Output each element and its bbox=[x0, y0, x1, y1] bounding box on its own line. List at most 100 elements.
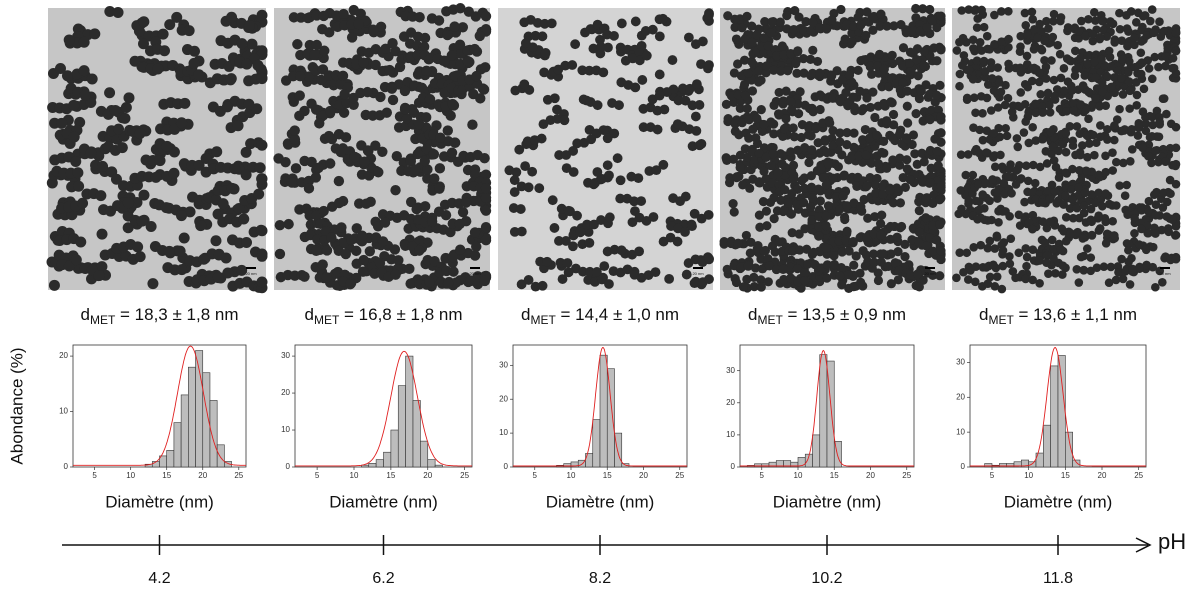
particle bbox=[777, 41, 787, 51]
particle bbox=[471, 241, 482, 252]
particle bbox=[773, 168, 783, 178]
particle bbox=[584, 237, 595, 248]
particle bbox=[374, 257, 386, 269]
particle bbox=[782, 24, 792, 34]
particle bbox=[936, 254, 946, 265]
particle bbox=[856, 202, 866, 212]
particle bbox=[759, 33, 769, 43]
particle bbox=[729, 68, 739, 78]
particle bbox=[1131, 78, 1141, 87]
particle bbox=[1074, 27, 1084, 36]
particle bbox=[1095, 101, 1104, 111]
particle bbox=[847, 150, 857, 161]
particle bbox=[1151, 200, 1161, 209]
particle bbox=[630, 82, 641, 93]
particle bbox=[615, 175, 626, 186]
x-tick-label: 10 bbox=[1024, 471, 1033, 480]
particle bbox=[299, 271, 310, 282]
particle bbox=[1061, 168, 1070, 178]
particle bbox=[823, 201, 834, 211]
particle bbox=[799, 183, 810, 193]
particle bbox=[851, 251, 861, 261]
particle bbox=[726, 238, 736, 249]
particle bbox=[955, 81, 964, 91]
particle bbox=[289, 125, 300, 136]
particle bbox=[990, 39, 999, 49]
particle bbox=[911, 3, 921, 14]
x-tick-label: 5 bbox=[315, 471, 320, 480]
particle bbox=[900, 239, 910, 249]
particle bbox=[1022, 261, 1031, 271]
particle bbox=[1158, 278, 1167, 287]
particle bbox=[1082, 166, 1091, 176]
particle bbox=[116, 142, 128, 154]
particle bbox=[1033, 33, 1042, 43]
particle bbox=[763, 254, 773, 264]
particle bbox=[982, 126, 992, 135]
particle bbox=[777, 246, 787, 256]
particle bbox=[122, 222, 134, 234]
particle bbox=[732, 172, 742, 182]
particle bbox=[836, 4, 846, 15]
particle bbox=[1076, 100, 1086, 109]
particle bbox=[1108, 148, 1117, 157]
particle bbox=[964, 275, 973, 284]
particle bbox=[749, 272, 759, 282]
particle bbox=[936, 45, 946, 55]
particle bbox=[769, 65, 779, 75]
particle bbox=[818, 173, 828, 183]
particle bbox=[1097, 54, 1106, 64]
particle bbox=[582, 219, 592, 230]
particle bbox=[853, 65, 863, 76]
particle bbox=[1142, 260, 1151, 270]
particle bbox=[442, 278, 454, 289]
particle bbox=[1147, 158, 1156, 168]
y-tick-label: 0 bbox=[286, 462, 291, 471]
particle bbox=[1130, 229, 1139, 238]
particle bbox=[884, 82, 894, 92]
particle bbox=[1119, 158, 1128, 168]
particle bbox=[1101, 167, 1111, 177]
particle bbox=[1123, 41, 1132, 51]
particle bbox=[311, 39, 323, 51]
particle bbox=[844, 246, 854, 256]
particle bbox=[602, 133, 613, 144]
particle bbox=[733, 239, 743, 249]
particle bbox=[881, 116, 892, 126]
particle bbox=[380, 43, 391, 54]
particle bbox=[313, 162, 324, 173]
particle bbox=[1068, 194, 1077, 204]
particle bbox=[1088, 36, 1098, 46]
particle bbox=[1127, 124, 1137, 134]
particle bbox=[690, 111, 701, 122]
particle bbox=[900, 182, 910, 192]
particle bbox=[799, 25, 809, 36]
particle bbox=[1130, 62, 1140, 72]
particle bbox=[883, 261, 893, 271]
particle bbox=[509, 187, 520, 197]
particle bbox=[554, 150, 565, 160]
particle bbox=[1011, 180, 1021, 189]
particle bbox=[1109, 231, 1119, 240]
particle bbox=[856, 277, 866, 287]
particle bbox=[584, 266, 595, 277]
particle bbox=[911, 13, 921, 23]
particle bbox=[523, 182, 534, 193]
particle bbox=[113, 123, 125, 135]
particle bbox=[446, 147, 458, 158]
particle bbox=[1106, 262, 1116, 272]
particle bbox=[1053, 40, 1062, 50]
particle bbox=[821, 243, 831, 253]
particle bbox=[1098, 201, 1107, 211]
particle bbox=[769, 193, 779, 203]
particle bbox=[1049, 9, 1059, 19]
particle bbox=[779, 124, 790, 134]
particle bbox=[807, 145, 817, 155]
particle bbox=[434, 163, 446, 174]
particle bbox=[1134, 240, 1144, 249]
bar bbox=[216, 444, 225, 468]
particle bbox=[1041, 74, 1051, 83]
x-tick-label: 20 bbox=[639, 471, 648, 480]
particle bbox=[905, 175, 915, 185]
particle bbox=[339, 88, 350, 100]
